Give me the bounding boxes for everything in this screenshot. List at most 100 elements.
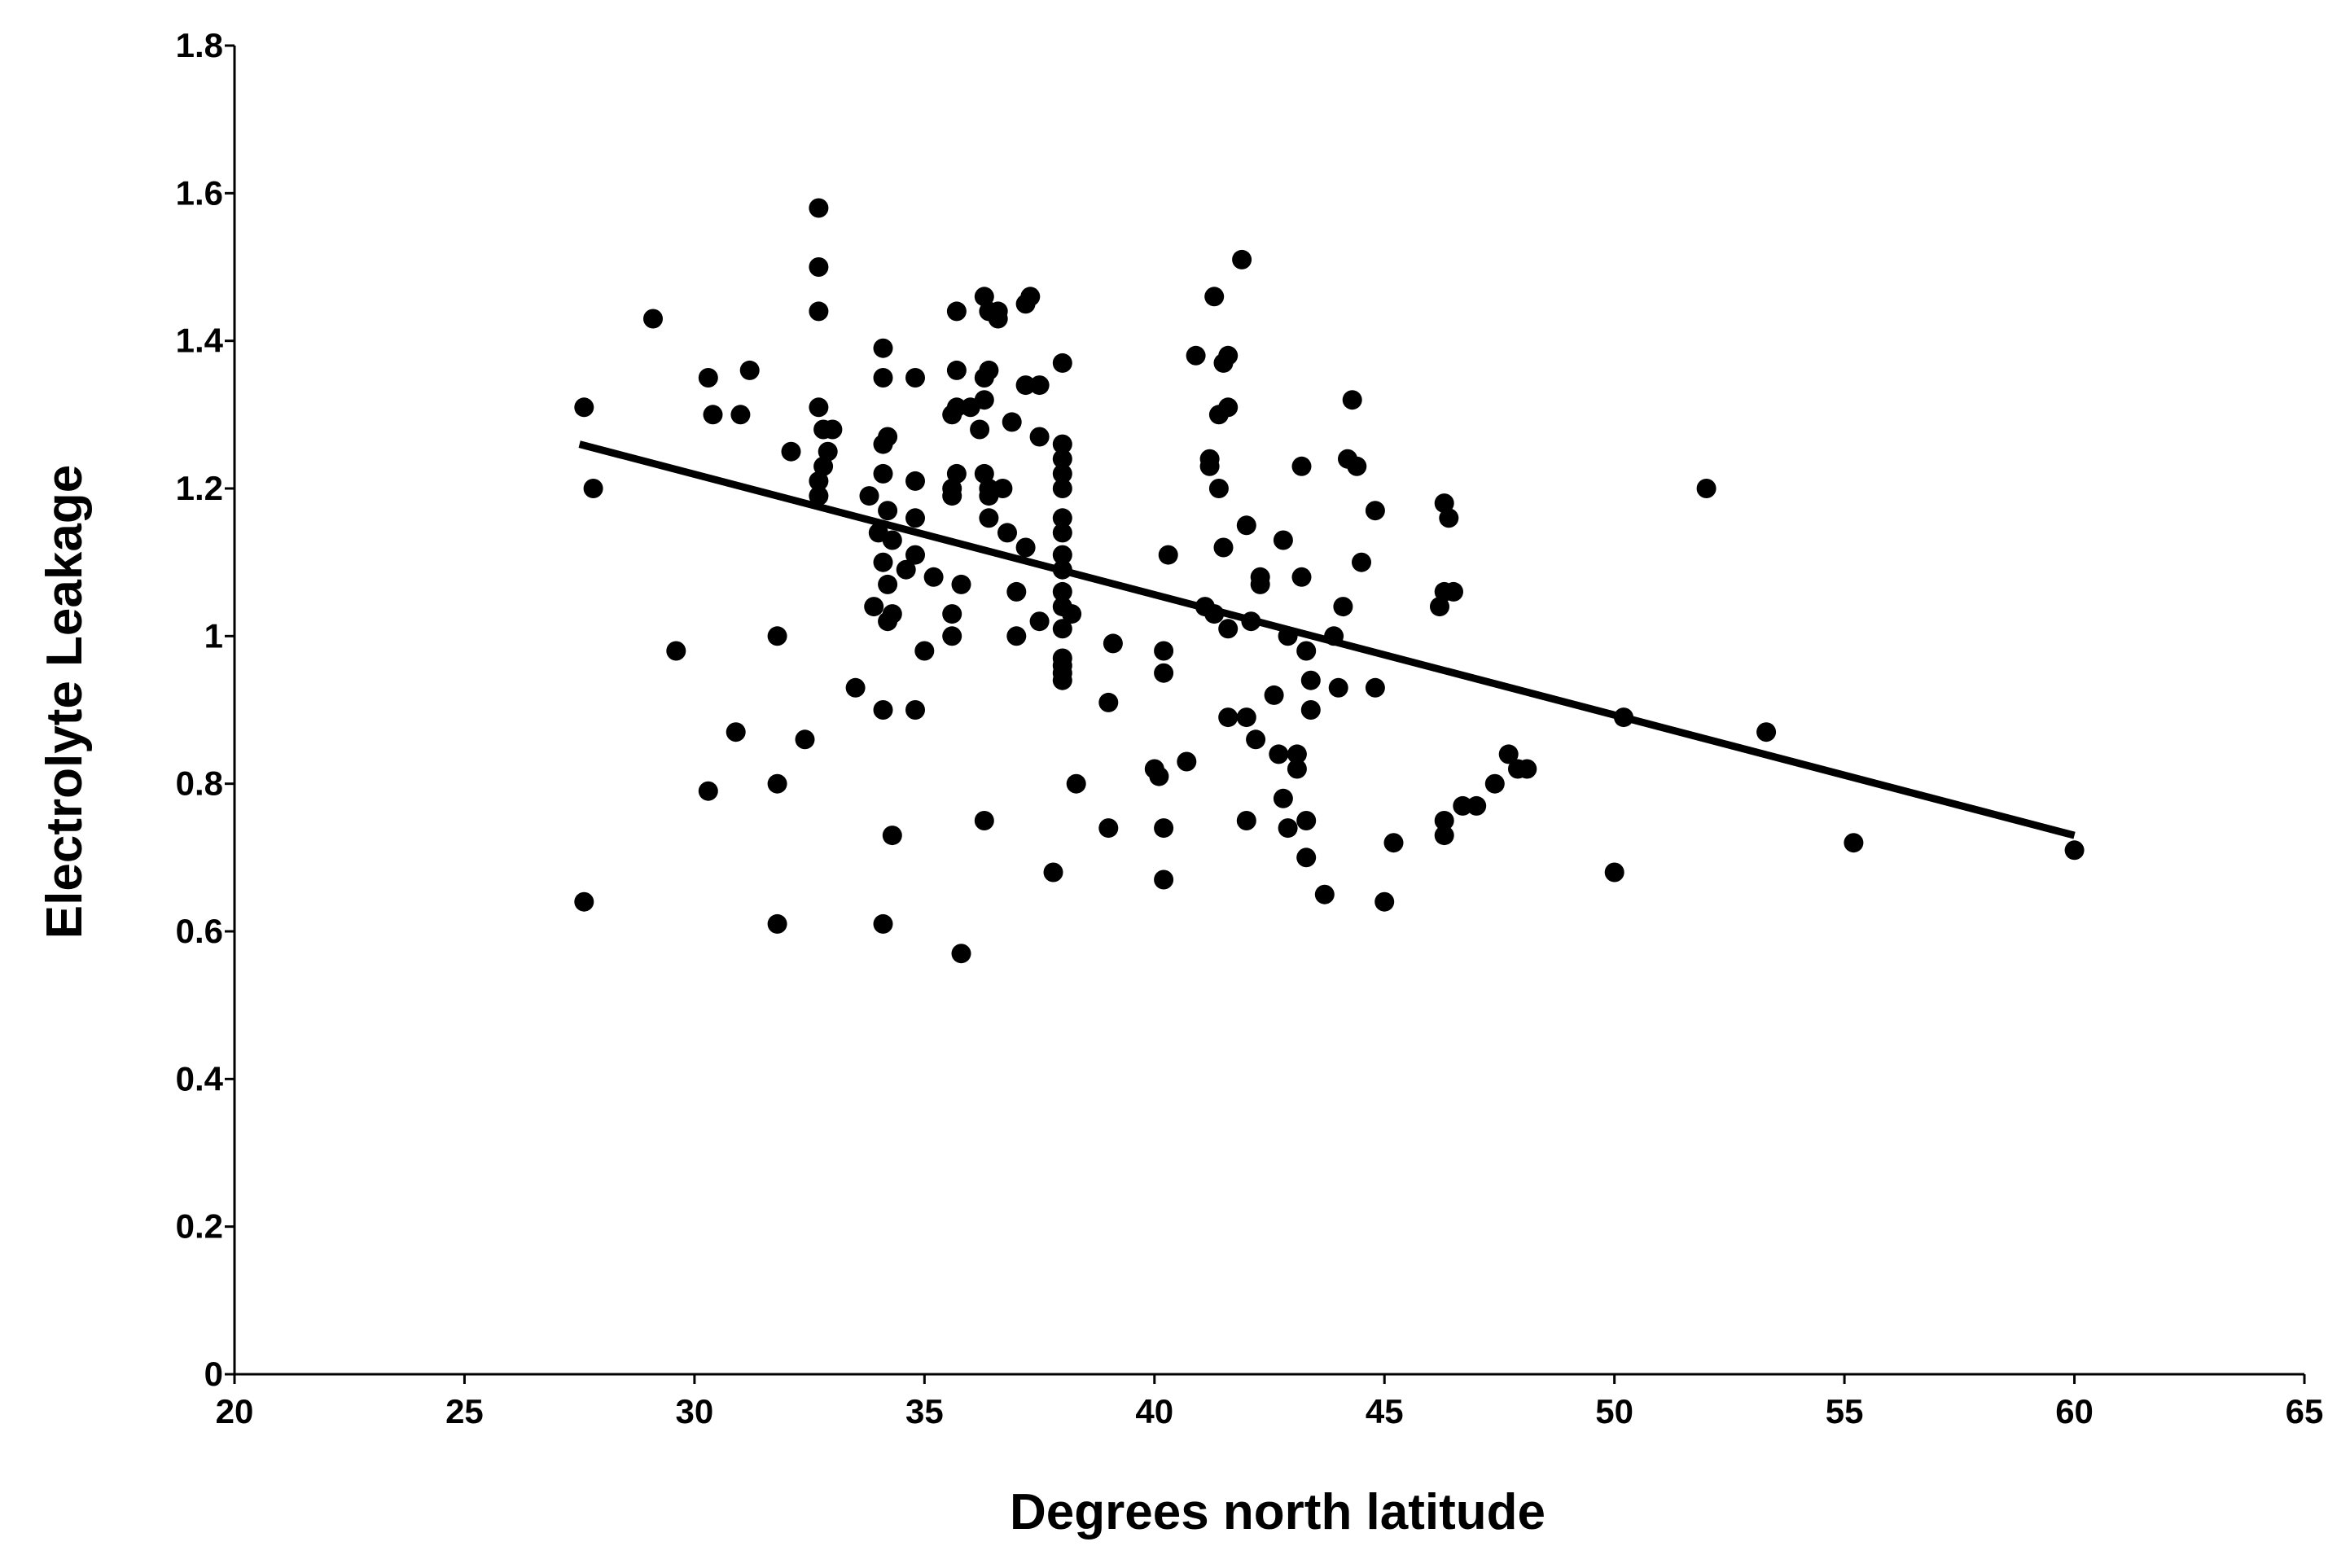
data-point (1383, 833, 1404, 853)
data-point (951, 574, 971, 594)
data-point (873, 700, 893, 720)
data-point (1444, 581, 1463, 602)
y-tick-label: 1.2 (176, 469, 223, 507)
x-tick-label: 65 (2286, 1392, 2324, 1430)
data-point (1273, 788, 1293, 808)
x-tick-label: 30 (676, 1392, 714, 1430)
data-point (1517, 759, 1537, 779)
data-point (1365, 501, 1385, 521)
trendline (578, 440, 2076, 839)
data-point (873, 368, 893, 388)
data-point (1498, 744, 1519, 764)
data-point (1052, 619, 1072, 639)
data-point (1029, 611, 1050, 632)
data-point (1052, 523, 1072, 543)
data-point (1264, 685, 1284, 705)
x-tick-label: 60 (2055, 1392, 2094, 1430)
data-point (1154, 663, 1174, 683)
data-point (1236, 515, 1256, 536)
data-point (1052, 434, 1072, 454)
x-tick-label: 20 (216, 1392, 254, 1430)
data-point (946, 360, 967, 380)
data-point (1300, 670, 1321, 690)
data-point (809, 198, 829, 218)
data-point (942, 626, 962, 646)
data-point (873, 463, 893, 484)
data-point (1103, 633, 1123, 654)
data-point (1154, 869, 1174, 890)
x-tick-label: 55 (1826, 1392, 1864, 1430)
data-point (942, 604, 962, 624)
data-point (1296, 641, 1317, 661)
data-point (1291, 456, 1312, 476)
data-point (1296, 848, 1317, 868)
data-point (1347, 456, 1367, 476)
data-point (1430, 597, 1449, 617)
data-point (781, 441, 801, 462)
data-point (1604, 862, 1624, 883)
y-tick-label: 0.4 (176, 1059, 224, 1097)
y-axis-title: Electrolyte Leakage (37, 465, 93, 939)
data-point (1213, 537, 1234, 558)
data-point (1250, 574, 1270, 594)
data-point (878, 574, 898, 594)
data-point (574, 397, 594, 418)
data-point (1333, 597, 1353, 617)
data-point (1218, 397, 1239, 418)
data-point (1287, 759, 1307, 779)
data-point (813, 456, 834, 476)
data-point (1352, 552, 1371, 572)
data-point (1434, 811, 1454, 830)
data-point (1246, 729, 1266, 750)
data-point (1066, 773, 1086, 794)
data-point (1328, 677, 1348, 698)
data-point (905, 368, 925, 388)
data-point (1029, 427, 1050, 447)
data-point (905, 471, 925, 491)
data-point (882, 530, 902, 550)
data-point (905, 545, 925, 565)
data-point (730, 405, 751, 425)
data-point (666, 641, 686, 661)
data-point (1342, 390, 1362, 410)
x-tick-label: 40 (1135, 1392, 1173, 1430)
data-point (1434, 493, 1454, 514)
data-point (1300, 700, 1321, 720)
x-tick-label: 35 (905, 1392, 944, 1430)
y-tick-label: 1 (204, 616, 223, 655)
data-point (974, 811, 994, 830)
data-point (726, 722, 746, 742)
data-point (739, 360, 760, 380)
data-point (1098, 818, 1119, 839)
data-point (809, 397, 829, 418)
data-point (914, 641, 935, 661)
data-point (1020, 287, 1041, 307)
data-point (1278, 818, 1298, 839)
data-point (923, 567, 944, 587)
data-point (1439, 508, 1459, 528)
data-point (1006, 581, 1027, 602)
data-point (767, 773, 787, 794)
data-point (845, 677, 866, 698)
ticks: 0 0.2 0.4 0.6 0.8 1 1.2 1.4 1.6 1.8 20 25 30 35 40 45 50… (176, 26, 2324, 1430)
y-tick-label: 1.6 (176, 173, 223, 212)
data-point (1098, 692, 1119, 712)
data-point (1199, 456, 1220, 476)
data-point (1052, 449, 1072, 469)
x-tick-label: 50 (1595, 1392, 1633, 1430)
data-point (643, 309, 663, 329)
data-point (1208, 479, 1229, 498)
data-point (946, 397, 967, 418)
data-point (698, 368, 718, 388)
data-point (1296, 811, 1317, 830)
data-point (878, 427, 898, 447)
y-tick-label: 0.8 (176, 764, 223, 803)
data-point (583, 479, 603, 498)
x-tick-label: 45 (1366, 1392, 1404, 1430)
data-point (1006, 626, 1027, 646)
trendline-layer (578, 440, 2076, 839)
data-point (1236, 707, 1256, 728)
data-point (1052, 581, 1072, 602)
data-point (1696, 479, 1716, 498)
data-point (1002, 412, 1022, 432)
